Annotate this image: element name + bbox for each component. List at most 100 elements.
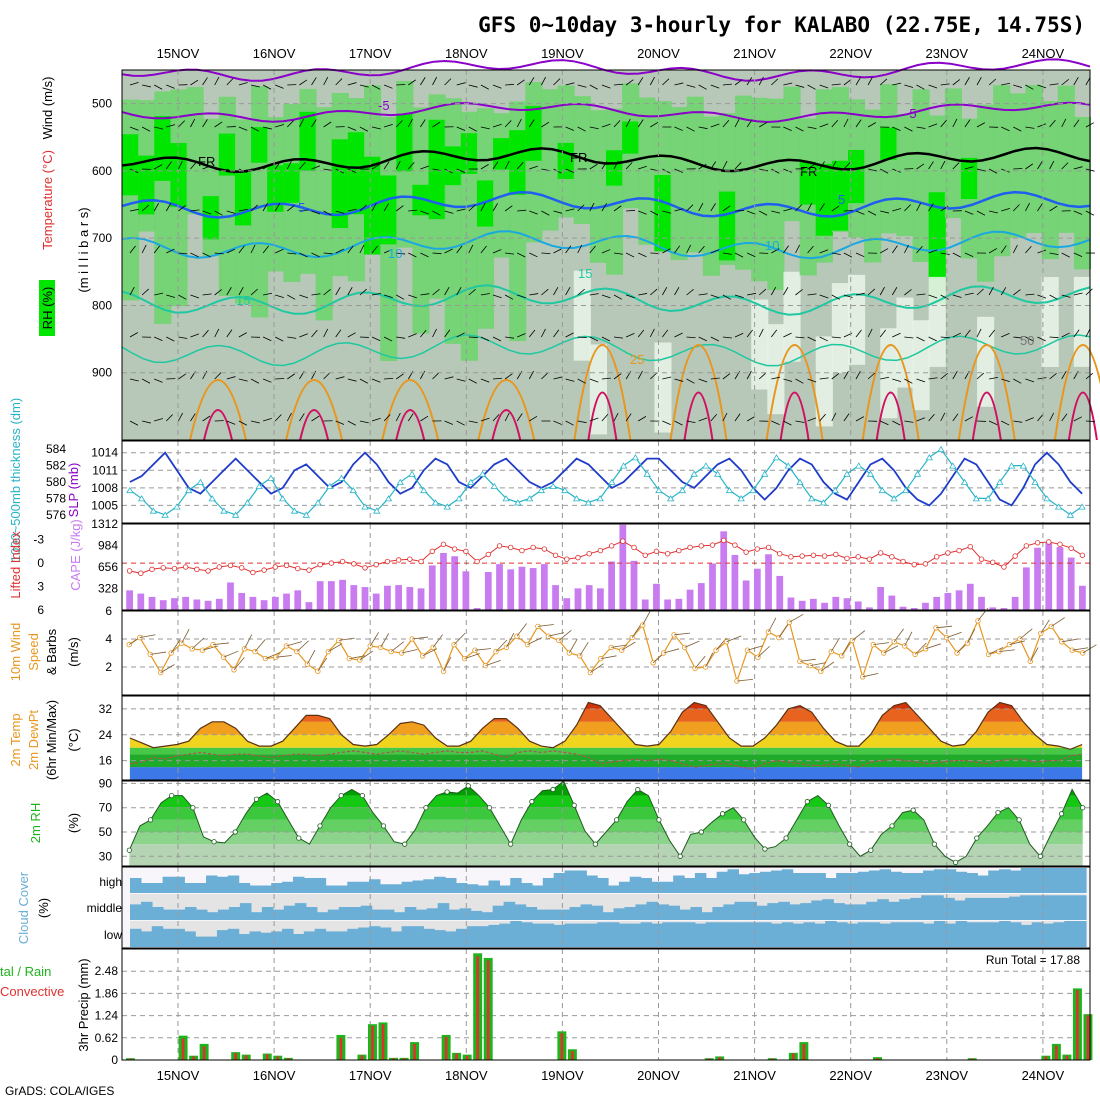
cloud-middle-bar [470,910,483,920]
wind-barb [771,376,781,380]
wind-barb [1073,119,1080,128]
hot-isotherm [395,409,426,441]
wind-barb [880,420,889,426]
wind-barb [734,79,743,86]
li-marker [171,565,178,572]
cape-bar [877,587,885,610]
hot-isotherm [875,391,906,441]
cape-bar [888,595,896,610]
rh-marker [952,859,959,865]
cloud-low-bar [260,932,272,947]
cloud-middle-bar [239,903,252,920]
cloud-low-bar [977,922,989,947]
wind-barb [226,329,233,338]
precip-convective-bar [707,1058,711,1060]
li-marker [642,552,648,558]
cloud-low-bar [640,922,653,947]
wind-barb [1025,293,1035,296]
wind-barb [880,376,890,380]
precip-convective-bar [476,956,480,1060]
li-marker [384,558,391,565]
wind-barb [1037,294,1047,299]
wind-barb [722,412,728,422]
cloud-low-bar [944,923,957,947]
cloud-low-bar [597,922,609,947]
date-label-bottom: 17NOV [349,1068,392,1083]
wind-barb [408,79,416,86]
wind-barb [976,328,982,338]
wind-barb [432,328,437,338]
wind-barb [867,372,876,380]
chart-title: GFS 0~10day 3-hourly for KALABO (22.75E,… [478,13,1085,37]
cloud-middle-bar [998,897,1010,920]
wind-barb [139,634,156,638]
cloud-high-bar [988,870,1000,893]
cloud-low-bar [901,922,913,947]
date-label-bottom: 19NOV [541,1068,584,1083]
rh-marker [889,823,895,829]
wind-barb [1013,204,1020,212]
wind-barb [178,373,187,380]
thickness-marker [502,495,510,502]
thickness-marker [749,486,757,494]
wind-barb [422,648,438,657]
wind-barb [998,649,1015,652]
li-marker [709,542,716,548]
wind-tick: 2 [105,660,112,674]
wind-barb [166,248,175,254]
li-marker [1023,543,1030,549]
thickness-marker [831,486,839,494]
wind-barb [726,635,742,643]
rh-marker [253,796,260,802]
cloud-high-bar [879,869,892,893]
cloud-low-bar [434,930,446,947]
wind-barb [299,413,305,422]
wind-barb [359,378,369,384]
wind-barb [964,329,971,338]
cloud-middle-bar [305,907,318,920]
wind-barb [880,168,889,174]
rh-marker [380,823,387,829]
cloud-middle-bar [130,904,142,920]
wind-barb [492,414,500,422]
rh-label: 2m RH [28,803,43,843]
cape-bar [260,600,268,610]
precip-convective-bar [1076,990,1079,1060]
wind-barb [568,638,578,654]
rh-moist-band [493,113,511,258]
wind-barb [807,293,817,296]
wind-barb [964,292,974,296]
wind-barb [590,663,604,673]
wind-barb [214,210,223,216]
wind-barb [916,163,925,170]
wind-barb [359,288,367,296]
rh-saturated-band [218,133,236,176]
thickness-marker [302,511,310,518]
cloud-low-bar [792,923,805,947]
cloud-middle-bar [635,904,648,920]
wind-barb [238,332,247,338]
contour-label: -5 [905,106,917,121]
cloud-middle-bar [778,901,790,920]
cloud-low-bar [618,923,631,947]
cape-bar [866,607,873,610]
rh-marker [592,841,599,847]
rh-dry-band [1073,276,1091,367]
wind-barb [432,210,441,216]
wind-barb [686,84,696,88]
cloud-high-bar [195,883,207,893]
cloud-low-bar [412,926,424,947]
wind-barb [468,288,476,296]
cloud-low-bar [336,931,348,947]
cloud-high-bar [977,875,989,893]
wind-barb [637,77,644,86]
li-marker [945,550,951,556]
wind-barb [517,252,526,258]
cloud-low-bar [575,923,587,947]
wind-barb [420,210,429,215]
wind-barb [492,336,502,342]
wind-barb [537,624,554,627]
cloud-high-bar [944,869,957,893]
cloud-low-bar [130,928,142,947]
precip-convective-bar [413,1043,416,1060]
